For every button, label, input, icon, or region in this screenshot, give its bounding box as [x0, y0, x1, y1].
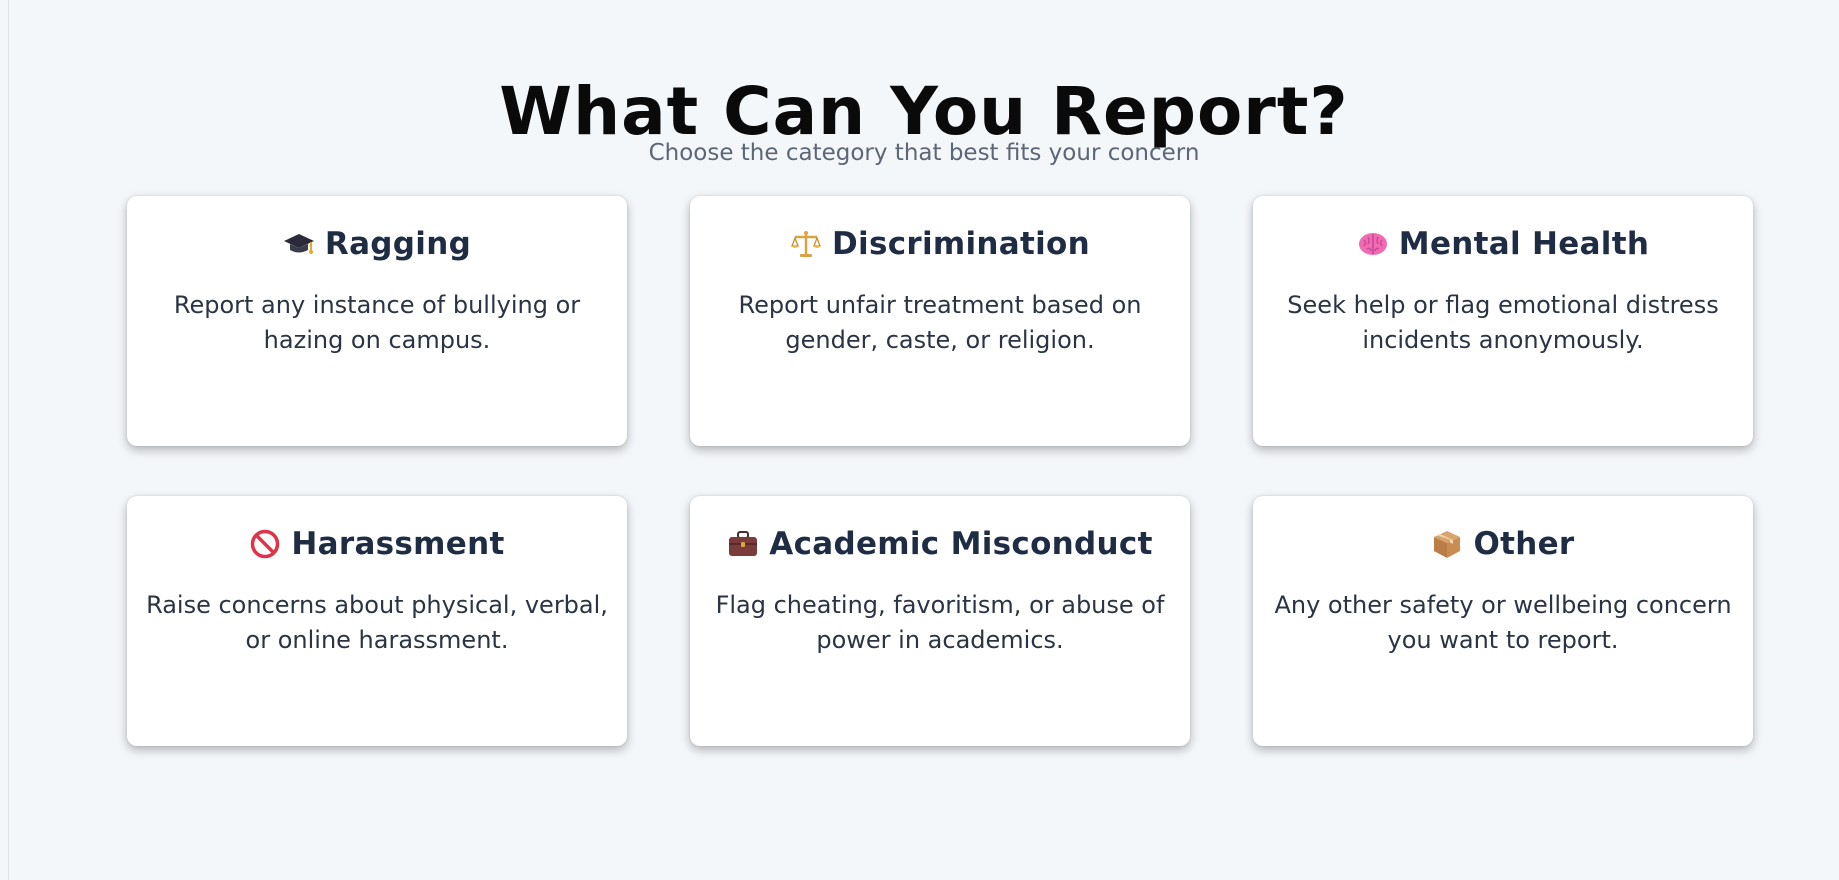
card-title: Discrimination [831, 226, 1091, 262]
card-header: Harassment [137, 524, 617, 564]
balance-scale-icon [790, 228, 822, 260]
card-description: Report unfair treatment based on gender,… [738, 291, 1142, 354]
category-card-academic-misconduct[interactable]: Academic Misconduct Flag cheating, favor… [690, 496, 1190, 746]
card-title: Other [1473, 526, 1575, 562]
page-subtitle: Choose the category that best fits your … [648, 140, 1200, 166]
card-title: Academic Misconduct [769, 526, 1153, 562]
package-icon [1431, 528, 1463, 560]
page-left-border [8, 0, 9, 880]
card-header: Mental Health [1263, 224, 1743, 264]
card-description: Seek help or flag emotional distress inc… [1287, 291, 1719, 354]
card-header: Other [1263, 524, 1743, 564]
card-title: Harassment [291, 526, 505, 562]
briefcase-icon [727, 528, 759, 560]
card-description: Raise concerns about physical, verbal, o… [146, 591, 608, 654]
card-description: Flag cheating, favoritism, or abuse of p… [715, 591, 1165, 654]
brain-icon [1357, 228, 1389, 260]
page-title: What Can You Report? [499, 73, 1349, 151]
card-description: Any other safety or wellbeing concern yo… [1274, 591, 1732, 654]
category-card-discrimination[interactable]: Discrimination Report unfair treatment b… [690, 196, 1190, 446]
card-title: Mental Health [1398, 226, 1650, 262]
category-card-mental-health[interactable]: Mental Health Seek help or flag emotiona… [1253, 196, 1753, 446]
category-card-ragging[interactable]: Ragging Report any instance of bullying … [127, 196, 627, 446]
report-categories-section: What Can You Report? Choose the category… [9, 0, 1839, 880]
card-header: Academic Misconduct [700, 524, 1180, 564]
category-card-other[interactable]: Other Any other safety or wellbeing conc… [1253, 496, 1753, 746]
category-card-harassment[interactable]: Harassment Raise concerns about physical… [127, 496, 627, 746]
prohibited-icon [249, 528, 281, 560]
card-description: Report any instance of bullying or hazin… [173, 291, 581, 354]
card-header: Discrimination [700, 224, 1180, 264]
category-grid: Ragging Report any instance of bullying … [127, 196, 1753, 746]
card-header: Ragging [137, 224, 617, 264]
card-title: Ragging [324, 226, 472, 262]
graduation-cap-icon [283, 228, 315, 260]
